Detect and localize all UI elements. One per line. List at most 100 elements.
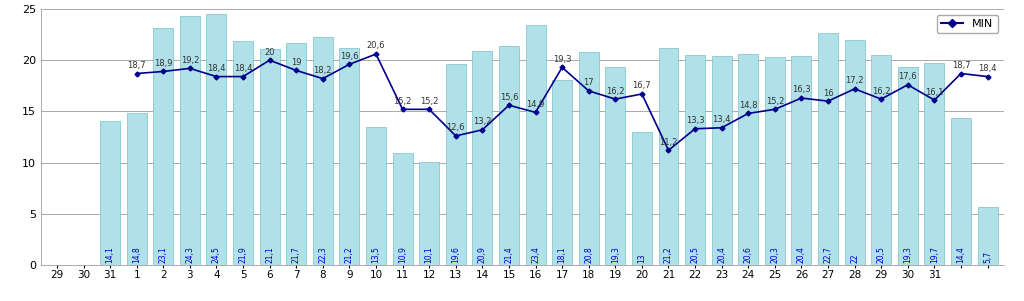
Text: 16,7: 16,7 <box>633 81 651 90</box>
Bar <box>792 56 811 265</box>
Legend: MIN: MIN <box>937 14 998 33</box>
Text: 14,8: 14,8 <box>132 246 141 263</box>
Text: 24,5: 24,5 <box>212 246 221 263</box>
Text: 20,6: 20,6 <box>743 246 753 263</box>
Text: 12,6: 12,6 <box>446 123 465 132</box>
Bar <box>392 153 413 265</box>
Text: 15,2: 15,2 <box>420 97 438 106</box>
Bar <box>605 67 626 265</box>
Text: 16,3: 16,3 <box>793 85 811 95</box>
Text: 22,7: 22,7 <box>823 246 833 263</box>
Bar <box>499 46 519 265</box>
Text: 16,2: 16,2 <box>606 86 625 95</box>
Text: 17: 17 <box>584 78 594 87</box>
Text: 14,4: 14,4 <box>956 246 966 263</box>
Text: 16,2: 16,2 <box>872 86 891 95</box>
Text: 20,4: 20,4 <box>797 246 806 263</box>
Text: 19,3: 19,3 <box>610 246 620 263</box>
Text: 16,1: 16,1 <box>925 88 944 97</box>
Text: 19,6: 19,6 <box>340 52 358 61</box>
Bar <box>871 55 891 265</box>
Text: 11,2: 11,2 <box>659 138 678 147</box>
Text: 21,9: 21,9 <box>239 246 248 263</box>
Bar <box>579 52 599 265</box>
Bar <box>685 55 706 265</box>
Text: 16: 16 <box>822 88 834 98</box>
Bar <box>287 43 306 265</box>
Text: 13: 13 <box>637 253 646 263</box>
Text: 22: 22 <box>850 253 859 263</box>
Text: 18,1: 18,1 <box>558 246 566 263</box>
Text: 20,8: 20,8 <box>585 246 593 263</box>
Text: 20,9: 20,9 <box>478 246 486 263</box>
Text: 21,2: 21,2 <box>345 246 354 263</box>
Text: 21,2: 21,2 <box>664 246 673 263</box>
Text: 13,5: 13,5 <box>372 246 381 263</box>
Text: 19: 19 <box>291 58 301 67</box>
Text: 15,6: 15,6 <box>500 93 518 102</box>
Text: 13,4: 13,4 <box>713 115 731 124</box>
Text: 18,2: 18,2 <box>313 66 332 75</box>
Bar <box>127 113 146 265</box>
Text: 19,3: 19,3 <box>553 55 571 64</box>
Text: 19,7: 19,7 <box>930 246 939 263</box>
Bar <box>925 63 944 265</box>
Text: 23,4: 23,4 <box>531 246 540 263</box>
Bar <box>419 162 439 265</box>
Bar <box>233 41 253 265</box>
Bar <box>366 127 386 265</box>
Bar <box>978 206 997 265</box>
Text: 17,6: 17,6 <box>898 72 918 81</box>
Bar <box>658 48 679 265</box>
Bar <box>445 64 466 265</box>
Bar <box>260 49 280 265</box>
Text: 14,9: 14,9 <box>526 100 545 109</box>
Bar <box>313 37 333 265</box>
Text: 13,3: 13,3 <box>686 116 705 125</box>
Text: 10,1: 10,1 <box>425 246 434 263</box>
Text: 10,9: 10,9 <box>398 246 408 263</box>
Text: 20,5: 20,5 <box>690 246 699 263</box>
Bar <box>765 57 784 265</box>
Text: 15,2: 15,2 <box>766 97 784 106</box>
Text: 23,1: 23,1 <box>159 246 168 263</box>
Bar <box>154 29 173 265</box>
Text: 13,2: 13,2 <box>473 117 492 126</box>
Bar <box>100 121 120 265</box>
Text: 22,3: 22,3 <box>318 246 328 263</box>
Text: 15,2: 15,2 <box>393 97 412 106</box>
Text: 18,7: 18,7 <box>951 61 971 70</box>
Text: 18,7: 18,7 <box>127 61 146 70</box>
Bar <box>525 25 546 265</box>
Bar <box>552 80 572 265</box>
Bar <box>632 132 652 265</box>
Text: 5,7: 5,7 <box>983 251 992 263</box>
Text: 20,4: 20,4 <box>717 246 726 263</box>
Text: 19,3: 19,3 <box>903 246 912 263</box>
Text: 20,3: 20,3 <box>770 246 779 263</box>
Bar <box>818 33 838 265</box>
Text: 21,4: 21,4 <box>505 246 513 263</box>
Bar <box>472 51 493 265</box>
Text: 14,8: 14,8 <box>739 101 758 110</box>
Text: 14,1: 14,1 <box>105 246 115 263</box>
Bar <box>845 40 864 265</box>
Bar <box>951 117 971 265</box>
Text: 18,4: 18,4 <box>233 64 252 73</box>
Text: 20,5: 20,5 <box>877 246 886 263</box>
Text: 19,6: 19,6 <box>452 246 460 263</box>
Text: 18,9: 18,9 <box>154 59 172 68</box>
Text: 18,4: 18,4 <box>207 64 225 73</box>
Text: 17,2: 17,2 <box>846 76 864 85</box>
Text: 19,2: 19,2 <box>180 56 199 65</box>
Bar <box>898 67 918 265</box>
Bar <box>738 54 758 265</box>
Bar <box>339 48 359 265</box>
Text: 20: 20 <box>264 48 274 57</box>
Bar <box>180 16 200 265</box>
Text: 18,4: 18,4 <box>978 64 996 73</box>
Text: 21,7: 21,7 <box>292 246 301 263</box>
Text: 20,6: 20,6 <box>367 42 385 51</box>
Text: 24,3: 24,3 <box>185 246 195 263</box>
Text: 21,1: 21,1 <box>265 246 274 263</box>
